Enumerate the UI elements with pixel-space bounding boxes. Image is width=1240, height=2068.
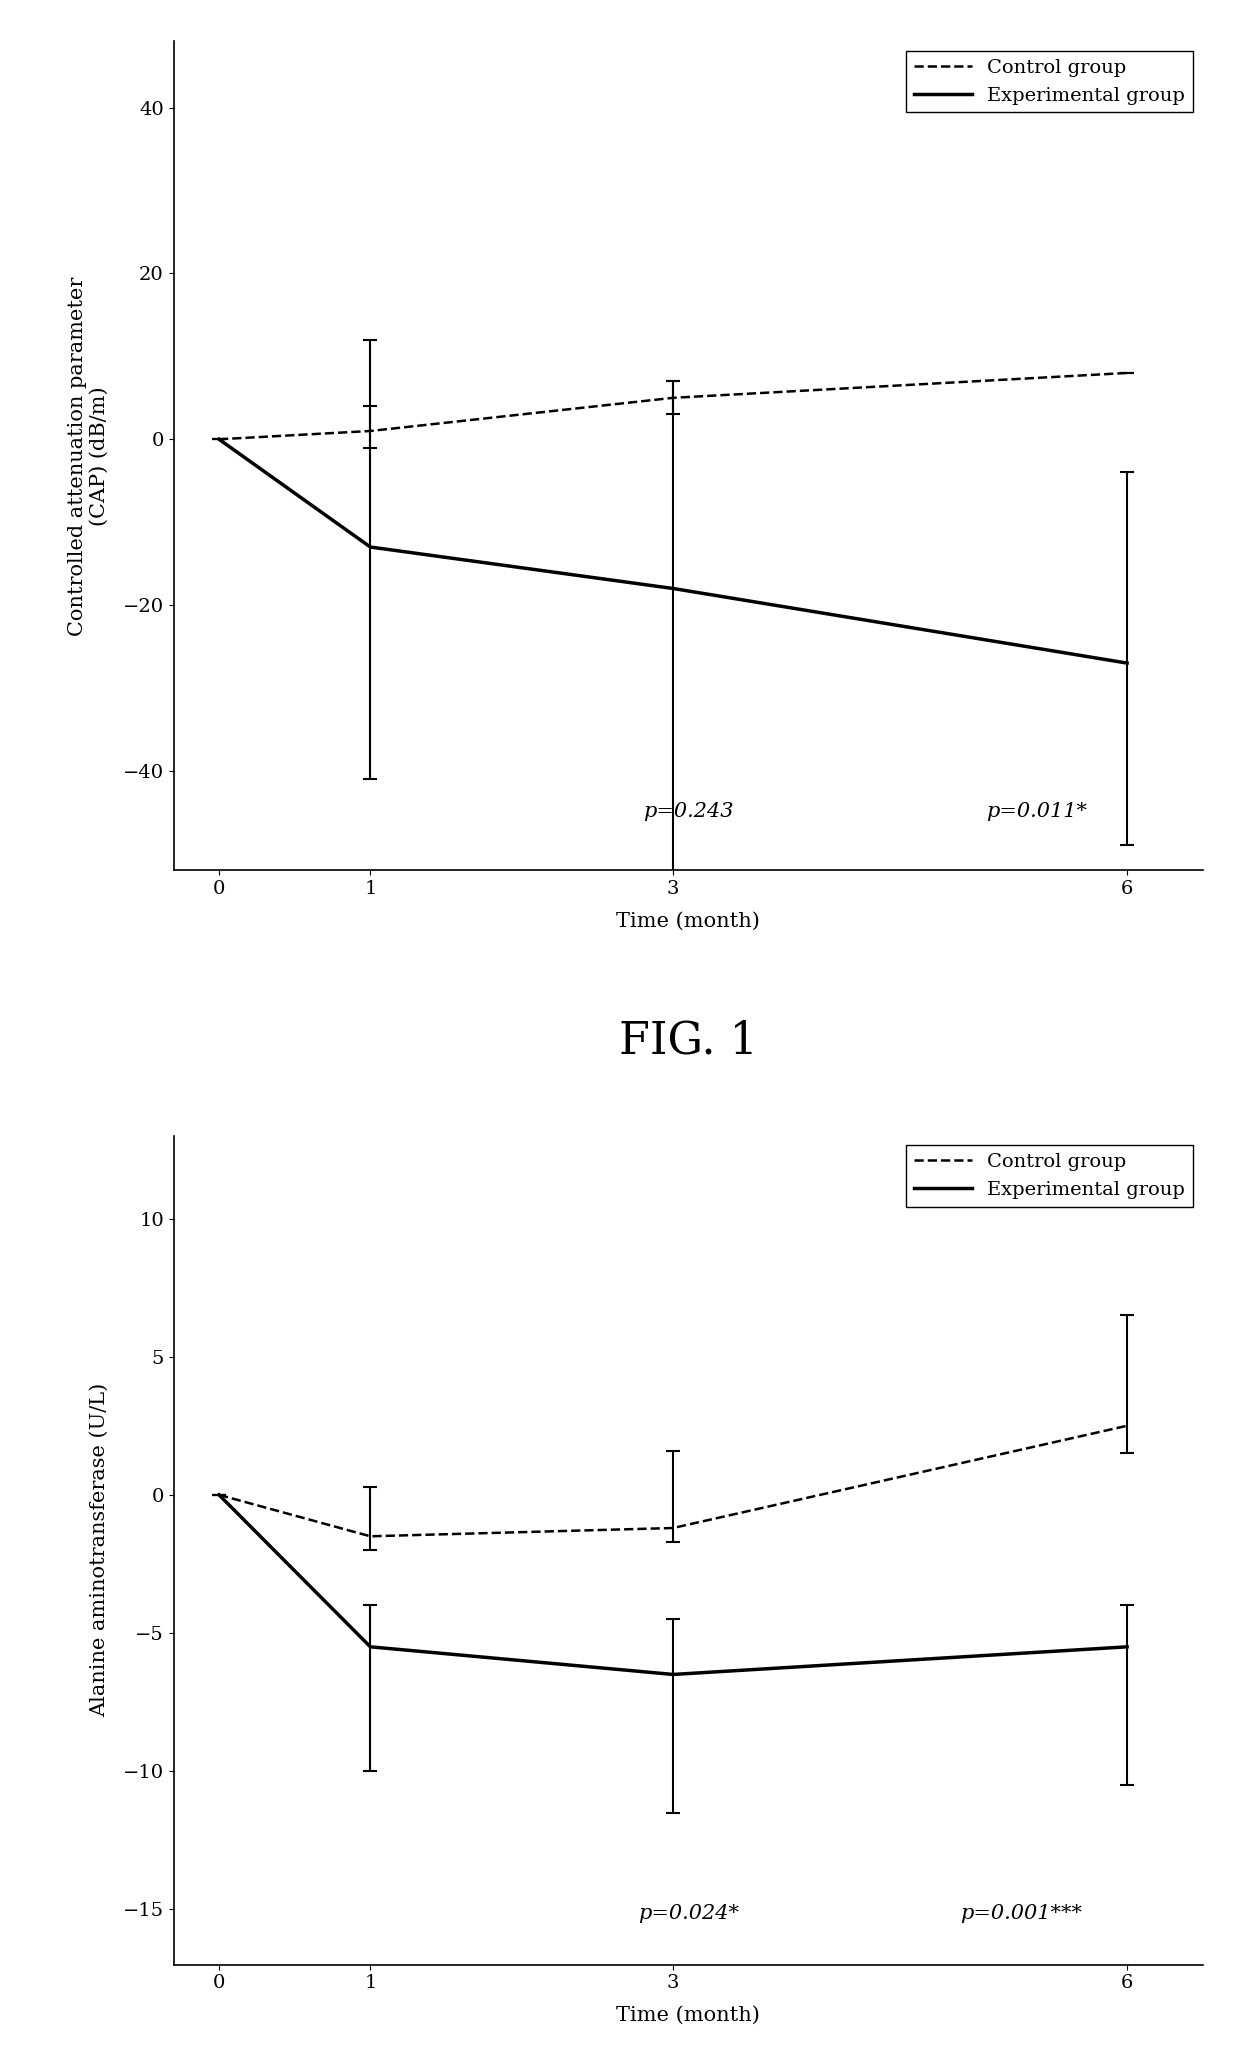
Text: p=0.024*: p=0.024* [637, 1905, 739, 1923]
Text: FIG. 1: FIG. 1 [619, 1020, 758, 1063]
Text: p=0.011*: p=0.011* [986, 802, 1086, 821]
Legend: Control group, Experimental group: Control group, Experimental group [905, 1146, 1193, 1206]
Text: p=0.243: p=0.243 [644, 802, 733, 821]
Text: p=0.001***: p=0.001*** [960, 1905, 1083, 1923]
X-axis label: Time (month): Time (month) [616, 2006, 760, 2025]
Y-axis label: Controlled attenuation parameter
(CAP) (dB/m): Controlled attenuation parameter (CAP) (… [68, 277, 109, 635]
Y-axis label: Alanine aminotransferase (U/L): Alanine aminotransferase (U/L) [89, 1383, 109, 1716]
Legend: Control group, Experimental group: Control group, Experimental group [905, 52, 1193, 112]
X-axis label: Time (month): Time (month) [616, 912, 760, 931]
